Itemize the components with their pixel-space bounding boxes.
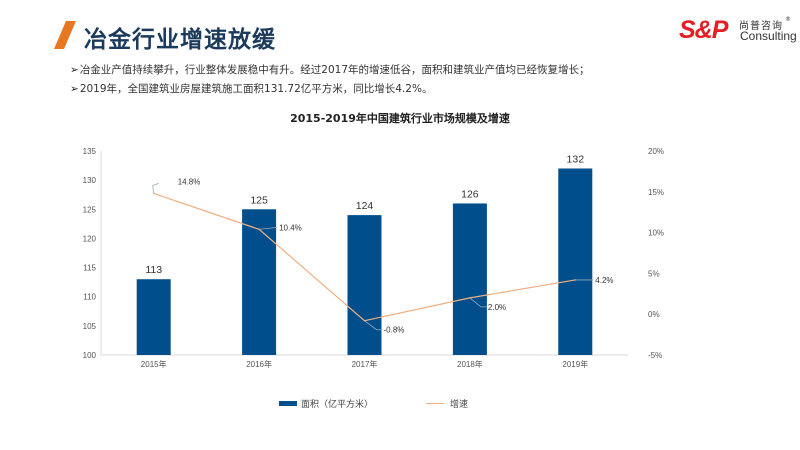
arrow-bullet-icon: ➢ [70,64,79,76]
x-axis-tick-label: 2019年 [562,359,588,369]
left-axis-tick-label: 105 [83,322,97,331]
legend-line-swatch [426,403,444,404]
x-axis-tick-label: 2018年 [457,359,483,369]
page-title: 冶金行业增速放缓 [84,27,276,53]
legend-item-growth: 增速 [426,397,468,410]
growth-label-leader [259,226,278,230]
chart-title: 2015-2019年中国建筑行业市场规模及增速 [290,112,510,125]
growth-value-label: 2.0% [488,303,506,312]
left-axis-tick-label: 100 [83,351,97,360]
legend-item-area: 面积（亿平方米） [279,397,373,410]
left-axis-tick-label: 135 [83,147,97,156]
bar-area-2019年 [558,168,593,355]
logo-chinese-name: 尚普咨询 [739,21,783,32]
arrow-bullet-icon: ➢ [70,83,79,95]
bar-area-2016年 [242,209,277,355]
left-axis-tick-label: 115 [83,264,96,273]
left-axis-tick-label: 120 [83,234,97,243]
x-axis-tick-label: 2016年 [246,359,272,369]
bar-value-label: 132 [567,153,585,165]
legend-label-area: 面积（亿平方米） [301,400,374,410]
summary-bullets: ➢冶金业产值持续攀升，行业整体发展稳中有升。经过2017年的增速低谷，面积和建筑… [70,61,590,99]
left-axis-tick-label: 125 [83,205,97,214]
logo-mark: S&P [679,16,728,44]
bullet-text: 冶金业产值持续攀升，行业整体发展稳中有升。经过2017年的增速低谷，面积和建筑业… [79,64,590,76]
bar-area-2017年 [347,215,382,355]
right-axis-tick-label: -5% [648,351,662,360]
growth-value-label: -0.8% [384,326,405,335]
bar-value-label: 125 [250,194,268,206]
company-logo: S&P 尚普咨询 ® Consulting [679,16,797,44]
growth-value-label: 14.8% [178,177,201,186]
bullet-text: 2019年，全国建筑业房屋建筑施工面积131.72亿平方米，同比增长4.2%。 [79,83,433,95]
growth-label-leader [469,297,487,308]
legend-label-growth: 增速 [450,400,469,410]
right-axis-tick-label: 5% [648,269,660,278]
left-axis-tick-label: 110 [83,293,96,302]
growth-label-leader [152,183,159,194]
bullet-item: ➢冶金业产值持续攀升，行业整体发展稳中有升。经过2017年的增速低谷，面积和建筑… [70,61,590,80]
x-axis-tick-label: 2017年 [352,359,378,369]
bar-value-label: 113 [145,264,162,276]
bullet-item: ➢2019年，全国建筑业房屋建筑施工面积131.72亿平方米，同比增长4.2%。 [70,80,590,99]
left-axis-tick-label: 130 [83,176,97,185]
legend-bar-swatch [279,401,297,406]
right-axis-tick-label: 20% [648,147,664,156]
bar-area-2018年 [452,203,487,355]
bar-area-2015年 [136,279,171,355]
right-axis-tick-label: 0% [648,310,660,319]
x-axis-tick-label: 2015年 [141,359,167,369]
right-axis-tick-label: 15% [648,188,664,197]
right-axis-tick-label: 10% [648,229,664,238]
logo-english-name: Consulting [740,29,797,43]
bar-value-label: 126 [461,188,479,200]
growth-value-label: 4.2% [595,276,613,285]
growth-label-leader [364,320,383,331]
growth-value-label: 10.4% [279,223,302,232]
logo-registered-mark: ® [785,16,791,23]
bar-value-label: 124 [356,200,374,212]
